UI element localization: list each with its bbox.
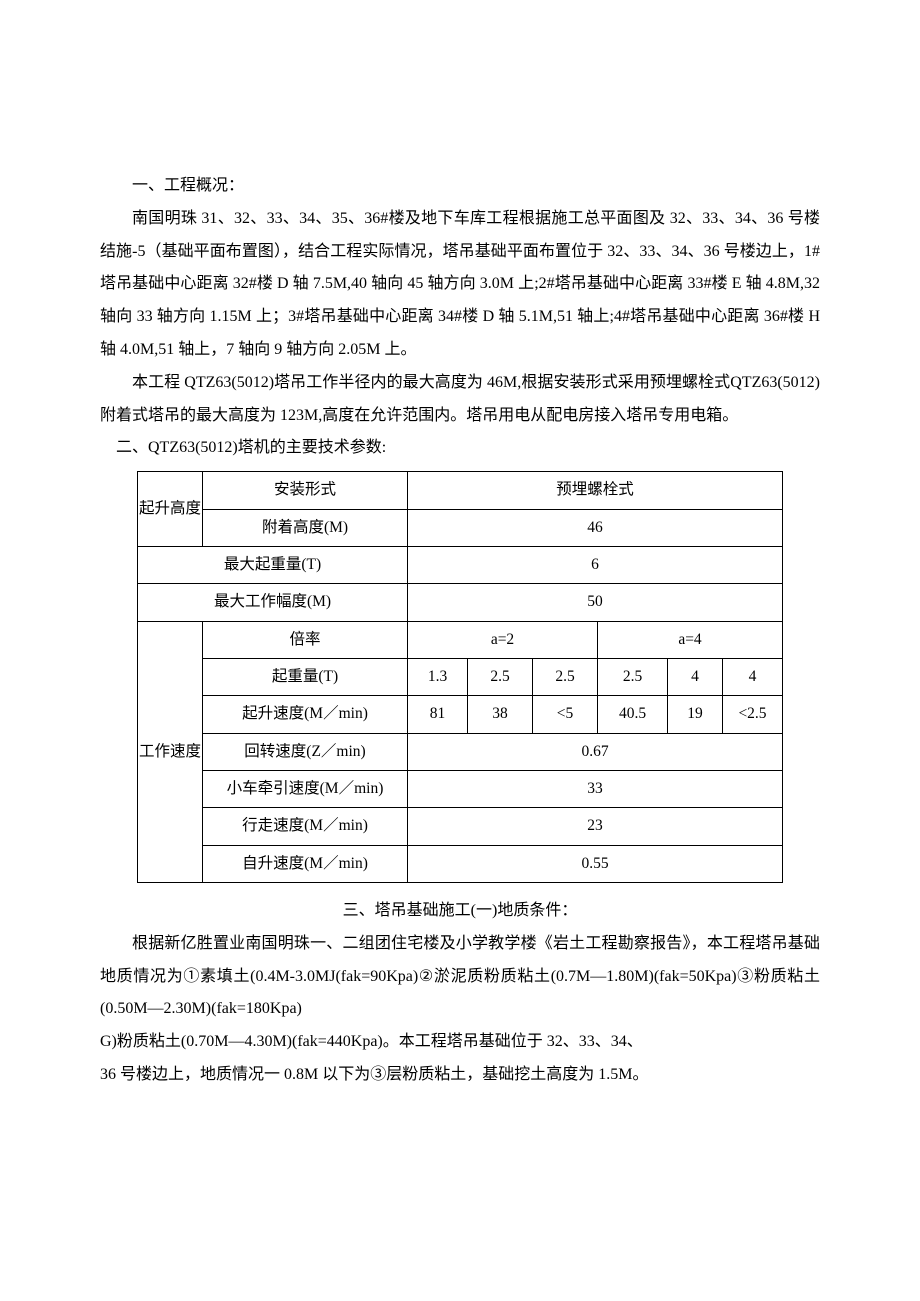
section-1-title: 一、工程概况： bbox=[100, 170, 820, 203]
cell-lift-height-label: 起升高度 bbox=[138, 472, 203, 547]
cell: <5 bbox=[533, 696, 598, 733]
cell: 行走速度(M／min) bbox=[203, 808, 408, 845]
cell: 安装形式 bbox=[203, 472, 408, 509]
table-row: 起升高度 安装形式 预埋螺栓式 bbox=[138, 472, 783, 509]
cell: 6 bbox=[408, 546, 783, 583]
table-row: 工作速度 倍率 a=2 a=4 bbox=[138, 621, 783, 658]
table-row: 自升速度(M／min) 0.55 bbox=[138, 845, 783, 882]
cell: 40.5 bbox=[598, 696, 668, 733]
spec-table: 起升高度 安装形式 预埋螺栓式 附着高度(M) 46 最大起重量(T) 6 最大… bbox=[137, 471, 783, 883]
paragraph-3: 根据新亿胜置业南国明珠一、二组团住宅楼及小学教学楼《岩土工程勘察报告》，本工程塔… bbox=[100, 928, 820, 1026]
cell: 预埋螺栓式 bbox=[408, 472, 783, 509]
paragraph-2: 本工程 QTZ63(5012)塔吊工作半径内的最大高度为 46M,根据安装形式采… bbox=[100, 367, 820, 433]
cell: 50 bbox=[408, 584, 783, 621]
cell: 0.55 bbox=[408, 845, 783, 882]
cell: 19 bbox=[668, 696, 723, 733]
table-row: 最大起重量(T) 6 bbox=[138, 546, 783, 583]
cell: 4 bbox=[668, 658, 723, 695]
cell: 81 bbox=[408, 696, 468, 733]
document-page: 一、工程概况： 南国明珠 31、32、33、34、35、36#楼及地下车库工程根… bbox=[0, 0, 920, 1152]
cell: 1.3 bbox=[408, 658, 468, 695]
cell-work-speed-label: 工作速度 bbox=[138, 621, 203, 882]
table-row: 最大工作幅度(M) 50 bbox=[138, 584, 783, 621]
cell: 2.5 bbox=[468, 658, 533, 695]
paragraph-4: G)粉质粘土(0.70M—4.30M)(fak=440Kpa)。本工程塔吊基础位… bbox=[100, 1026, 820, 1059]
section-3-title: 三、塔吊基础施工(一)地质条件： bbox=[100, 895, 820, 928]
cell: 起升速度(M／min) bbox=[203, 696, 408, 733]
cell: 小车牵引速度(M／min) bbox=[203, 770, 408, 807]
table-row: 起升速度(M／min) 81 38 <5 40.5 19 <2.5 bbox=[138, 696, 783, 733]
table-row: 小车牵引速度(M／min) 33 bbox=[138, 770, 783, 807]
cell: 最大工作幅度(M) bbox=[138, 584, 408, 621]
cell: 0.67 bbox=[408, 733, 783, 770]
cell: 2.5 bbox=[533, 658, 598, 695]
paragraph-1: 南国明珠 31、32、33、34、35、36#楼及地下车库工程根据施工总平面图及… bbox=[100, 203, 820, 367]
cell: 33 bbox=[408, 770, 783, 807]
section-2-title: 二、QTZ63(5012)塔机的主要技术参数: bbox=[100, 432, 820, 465]
cell: 4 bbox=[723, 658, 783, 695]
cell: a=2 bbox=[408, 621, 598, 658]
cell: 附着高度(M) bbox=[203, 509, 408, 546]
table-row: 起重量(T) 1.3 2.5 2.5 2.5 4 4 bbox=[138, 658, 783, 695]
table-row: 附着高度(M) 46 bbox=[138, 509, 783, 546]
cell: 23 bbox=[408, 808, 783, 845]
table-row: 回转速度(Z／min) 0.67 bbox=[138, 733, 783, 770]
cell: 起重量(T) bbox=[203, 658, 408, 695]
cell: 38 bbox=[468, 696, 533, 733]
cell: 最大起重量(T) bbox=[138, 546, 408, 583]
cell: 2.5 bbox=[598, 658, 668, 695]
cell: a=4 bbox=[598, 621, 783, 658]
cell: 倍率 bbox=[203, 621, 408, 658]
table-row: 行走速度(M／min) 23 bbox=[138, 808, 783, 845]
paragraph-5: 36 号楼边上，地质情况一 0.8M 以下为③层粉质粘土，基础挖土高度为 1.5… bbox=[100, 1059, 820, 1092]
cell: <2.5 bbox=[723, 696, 783, 733]
cell: 46 bbox=[408, 509, 783, 546]
cell: 自升速度(M／min) bbox=[203, 845, 408, 882]
cell: 回转速度(Z／min) bbox=[203, 733, 408, 770]
